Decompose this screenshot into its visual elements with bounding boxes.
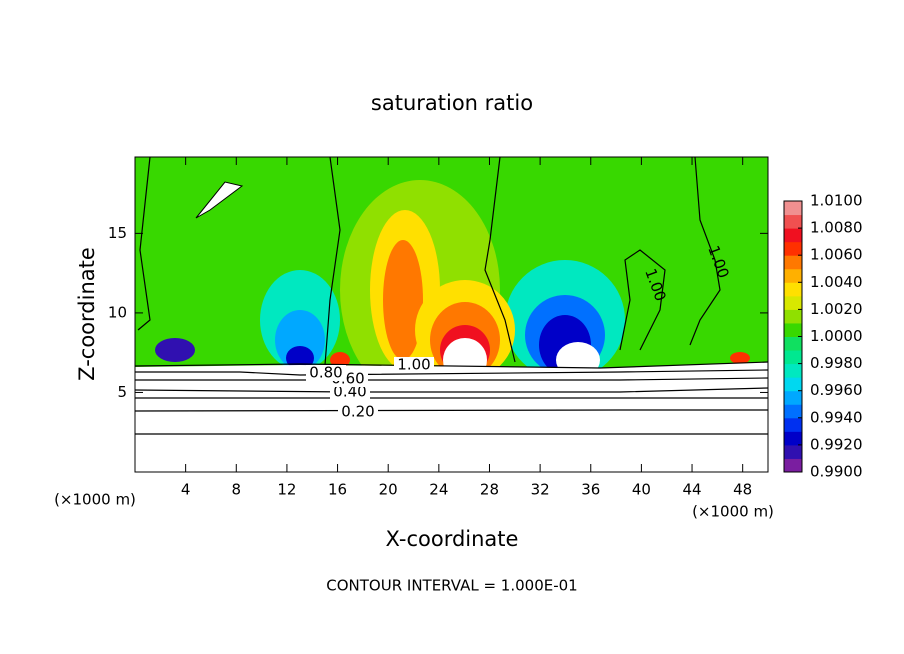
y-tick-label: 10 bbox=[108, 303, 127, 321]
contour-line bbox=[689, 156, 721, 346]
colorbar-band bbox=[784, 363, 802, 378]
colorbar-band bbox=[784, 417, 802, 432]
contour-label: 1.00 bbox=[397, 356, 430, 374]
contour-line bbox=[484, 156, 516, 363]
x-axis-label: X-coordinate bbox=[386, 527, 519, 551]
x-tick-label: 12 bbox=[277, 481, 296, 499]
field-region bbox=[730, 352, 750, 364]
colorbar-band bbox=[784, 255, 802, 270]
colorbar-tick-label: 1.0040 bbox=[810, 273, 863, 291]
x-tick-label: 16 bbox=[328, 481, 347, 499]
colorbar-band bbox=[784, 268, 802, 283]
contour-label-bg bbox=[338, 404, 378, 420]
colorbar-band bbox=[784, 377, 802, 392]
colorbar-band bbox=[784, 444, 802, 459]
x-tick-label: 40 bbox=[632, 481, 651, 499]
colorbar-band bbox=[784, 282, 802, 297]
contour-line bbox=[619, 249, 666, 351]
colorbar-band bbox=[784, 228, 802, 243]
colorbar-band bbox=[784, 309, 802, 324]
colorbar-band bbox=[784, 201, 802, 216]
y-axis-label: Z-coordinate bbox=[75, 247, 99, 381]
x-unit-label: (×1000 m) bbox=[54, 491, 136, 509]
colorbar-band bbox=[784, 295, 802, 310]
colorbar-tick-label: 1.0000 bbox=[810, 327, 863, 345]
x-tick-label: 4 bbox=[181, 481, 191, 499]
x-unit-label: (×1000 m) bbox=[692, 503, 774, 521]
x-tick-label: 8 bbox=[232, 481, 242, 499]
x-tick-label: 48 bbox=[733, 481, 752, 499]
field bbox=[134, 156, 769, 472]
colorbar-band bbox=[784, 404, 802, 419]
colorbar-band bbox=[784, 431, 802, 446]
x-tick-label: 20 bbox=[379, 481, 398, 499]
chart-title: saturation ratio bbox=[371, 91, 533, 115]
colorbar-tick-label: 1.0080 bbox=[810, 219, 863, 237]
colorbar-tick-label: 0.9980 bbox=[810, 354, 863, 372]
colorbar-band bbox=[784, 336, 802, 351]
colorbar-tick-label: 1.0100 bbox=[810, 192, 863, 210]
footer-note: CONTOUR INTERVAL = 1.000E-01 bbox=[326, 577, 577, 595]
plot-frame bbox=[134, 156, 769, 473]
colorbar-band bbox=[784, 214, 802, 229]
contour-line bbox=[135, 377, 769, 381]
colorbar-tick-label: 0.9960 bbox=[810, 381, 863, 399]
colorbar-tick-label: 1.0060 bbox=[810, 246, 863, 264]
contour-label: 0.20 bbox=[341, 403, 374, 421]
x-tick-label: 44 bbox=[682, 481, 701, 499]
x-tick-label: 32 bbox=[531, 481, 550, 499]
contour-line bbox=[134, 361, 769, 369]
colorbar-tick-label: 0.9940 bbox=[810, 408, 863, 426]
colorbar-band bbox=[784, 390, 802, 405]
contour-line bbox=[135, 369, 769, 376]
contour-label-bg bbox=[394, 357, 434, 373]
field-region bbox=[195, 181, 244, 219]
colorbar-band bbox=[784, 350, 802, 365]
colorbar-band bbox=[784, 458, 802, 473]
x-tick-label: 28 bbox=[480, 481, 499, 499]
contour-line bbox=[134, 409, 768, 412]
contour-line bbox=[324, 156, 341, 366]
y-tick-label: 15 bbox=[108, 224, 127, 242]
y-tick-label: 5 bbox=[117, 383, 127, 401]
field-region bbox=[383, 240, 423, 360]
colorbar-band bbox=[784, 241, 802, 256]
colorbar-tick-label: 0.9900 bbox=[810, 463, 863, 481]
colorbar-band bbox=[784, 322, 802, 337]
x-tick-label: 36 bbox=[581, 481, 600, 499]
field-region bbox=[135, 362, 768, 472]
contour-line bbox=[137, 156, 151, 331]
contour-label-bg bbox=[330, 384, 370, 400]
contour-label-bg bbox=[306, 365, 346, 381]
contour-label: 0.80 bbox=[309, 364, 342, 382]
colorbar-tick-label: 0.9920 bbox=[810, 435, 863, 453]
colorbar-tick-label: 1.0020 bbox=[810, 300, 863, 318]
contour-line bbox=[134, 387, 769, 393]
field-region bbox=[155, 338, 195, 362]
x-tick-label: 24 bbox=[429, 481, 448, 499]
